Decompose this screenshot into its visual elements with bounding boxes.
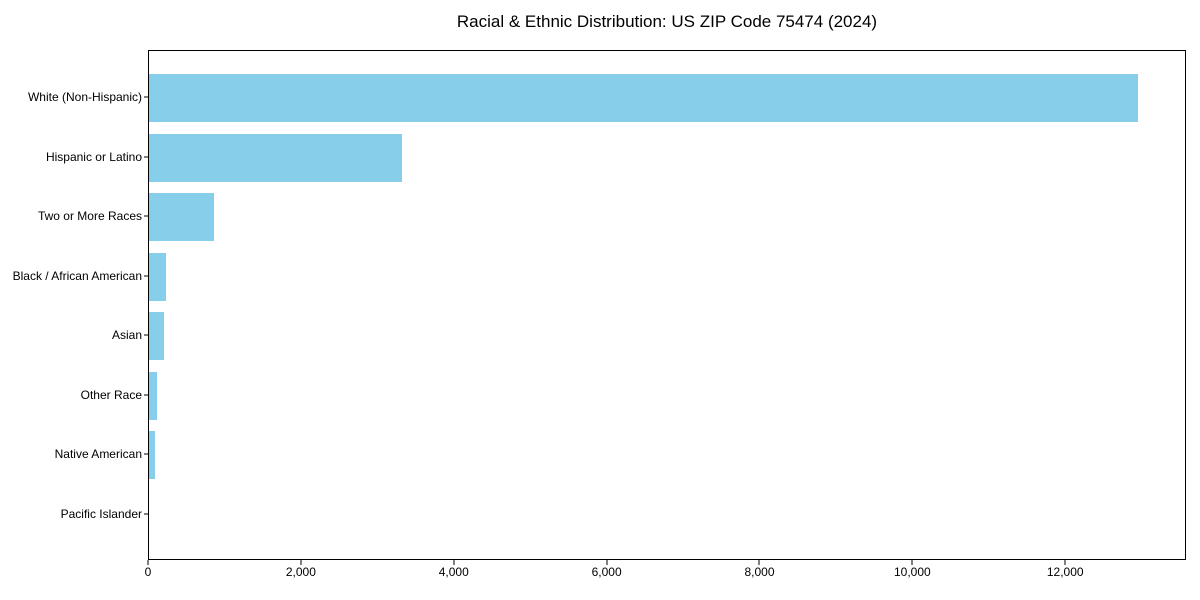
bar-black-african-american (149, 252, 166, 301)
y-tick-mark (144, 215, 148, 217)
chart-title: Racial & Ethnic Distribution: US ZIP Cod… (456, 12, 878, 31)
x-tick-mark (911, 560, 913, 565)
y-tick-mark (144, 96, 148, 98)
x-tick-label: 12,000 (1046, 565, 1084, 579)
y-tick-label: Asian (111, 328, 142, 343)
x-tick-mark (300, 560, 302, 565)
y-tick-label: Native American (54, 447, 142, 462)
bar-white-non-hispanic- (149, 74, 1139, 122)
x-tick-mark (758, 560, 760, 565)
x-tick-label: 2,000 (285, 565, 316, 579)
x-tick-label: 0 (144, 565, 152, 579)
bar-other-race (149, 371, 158, 420)
y-tick-label: Black / African American (12, 268, 142, 283)
y-tick-mark (144, 334, 148, 336)
x-tick-mark (1064, 560, 1066, 565)
x-tick-label: 10,000 (894, 565, 931, 579)
bar-two-or-more-races (149, 193, 214, 242)
bar-native-american (149, 431, 155, 480)
y-tick-label: Two or More Races (37, 209, 142, 224)
y-tick-mark (144, 275, 148, 277)
x-tick-label: 6,000 (591, 565, 622, 579)
y-tick-mark (144, 513, 148, 515)
bar-hispanic-or-latino (149, 133, 402, 182)
x-tick-label: 8,000 (744, 565, 775, 579)
y-tick-label: Pacific Islander (60, 506, 142, 521)
bar-asian (149, 312, 164, 361)
plot-area (148, 50, 1186, 560)
x-tick-label: 4,000 (438, 565, 469, 579)
y-tick-label: White (Non-Hispanic) (27, 90, 142, 104)
y-tick-mark (144, 453, 148, 455)
x-tick-mark (606, 560, 608, 565)
y-tick-label: Other Race (80, 387, 142, 402)
y-tick-label: Hispanic or Latino (45, 149, 142, 164)
y-tick-mark (144, 394, 148, 396)
y-tick-mark (144, 156, 148, 158)
x-tick-mark (453, 560, 455, 565)
x-tick-mark (147, 560, 149, 565)
